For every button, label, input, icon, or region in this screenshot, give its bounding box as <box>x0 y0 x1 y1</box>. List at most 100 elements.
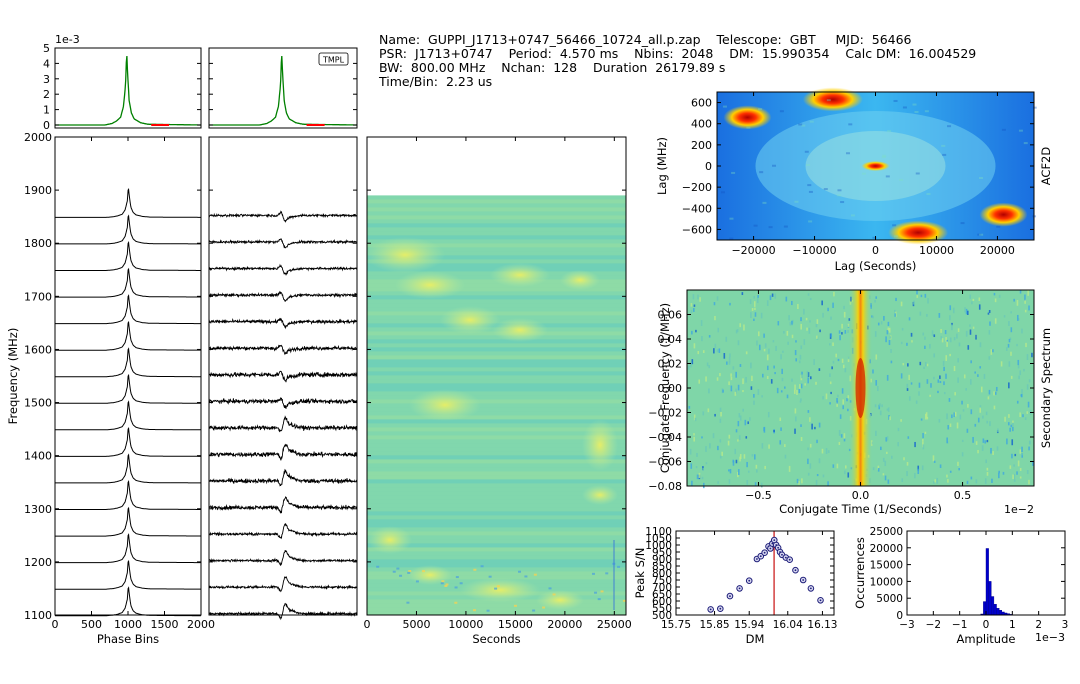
secspec-texture <box>1009 427 1011 432</box>
x-tick-label: 10000 <box>448 618 483 631</box>
secspec-texture <box>753 318 755 321</box>
secspec-texture <box>751 375 753 382</box>
secspec-texture <box>1027 290 1029 296</box>
secspec-texture <box>943 366 945 372</box>
secspec-texture <box>705 462 708 465</box>
secspec-texture <box>709 443 711 449</box>
secspec-texture <box>801 478 803 484</box>
secspec-texture <box>1024 299 1026 304</box>
channel-profile <box>55 347 201 378</box>
dynspec-row <box>367 559 626 564</box>
secspec-texture <box>877 386 879 392</box>
acf-texture <box>729 237 734 240</box>
dynspec-row <box>367 467 626 472</box>
hist-bar <box>988 581 992 616</box>
secspec-texture <box>772 340 775 343</box>
acf-peak <box>888 220 949 245</box>
secspec-texture <box>897 442 899 447</box>
dynspec-row <box>367 379 626 384</box>
secspec-texture <box>954 392 956 396</box>
speck <box>488 575 492 578</box>
secspec-texture <box>908 317 911 321</box>
secspec-texture <box>1007 422 1010 426</box>
x-axis-label: DM <box>746 632 765 646</box>
channel-profile <box>55 586 201 617</box>
dynspec-row <box>367 387 626 392</box>
secspec-texture <box>791 300 793 306</box>
secspec-texture <box>875 380 878 386</box>
secspec-texture <box>830 333 833 338</box>
speck <box>444 584 448 587</box>
secspec-texture <box>972 298 975 301</box>
secspec-texture <box>977 417 980 423</box>
secspec-texture <box>951 324 953 331</box>
secspec-texture <box>939 375 941 379</box>
template-profile-panel: TMPL <box>209 47 357 126</box>
secspec-texture <box>847 395 850 399</box>
secspec-texture <box>832 464 835 468</box>
secspec-texture <box>901 478 904 483</box>
secspec-texture <box>969 324 971 327</box>
secspec-texture <box>738 435 741 440</box>
dynspec-row <box>367 287 626 292</box>
secspec-texture <box>885 437 888 442</box>
secspec-texture <box>734 448 737 455</box>
x-axis-label: Phase Bins <box>97 632 159 646</box>
telescope-label: Telescope: <box>716 32 782 47</box>
scintle <box>408 565 452 585</box>
secspec-texture <box>847 408 849 412</box>
secspec-texture <box>846 398 848 402</box>
secspec-texture <box>751 454 754 457</box>
secspec-texture <box>957 328 960 333</box>
x-scale-label: 1e−2 <box>1004 503 1034 516</box>
secspec-frame <box>686 289 1035 487</box>
acf-texture <box>768 226 773 229</box>
acf-texture <box>1032 106 1037 109</box>
dynspec-row <box>367 403 626 408</box>
dm-point-center <box>729 595 731 597</box>
secspec-texture <box>1009 337 1012 340</box>
secspec-texture <box>764 343 767 348</box>
secspec-texture <box>825 448 828 454</box>
secspec-texture <box>880 446 882 451</box>
secspec-texture <box>766 300 769 306</box>
dynspec-row <box>367 527 626 532</box>
secspec-texture <box>970 360 972 364</box>
secspec-texture <box>877 322 880 326</box>
secspec-texture <box>982 415 984 419</box>
secspec-texture <box>958 342 961 347</box>
acf-texture <box>899 178 904 181</box>
y-tick-label: 550 <box>652 603 672 615</box>
secspec-texture <box>917 468 920 474</box>
secspec-texture <box>872 315 874 319</box>
y-axis-label: Lag (MHz) <box>655 137 669 195</box>
channel-residual <box>208 317 358 330</box>
secspec-texture <box>1031 461 1034 466</box>
secspec-texture <box>829 402 831 405</box>
secspec-texture <box>726 361 728 365</box>
secspec-texture <box>971 301 973 305</box>
secspec-texture <box>843 433 846 439</box>
secspec-texture <box>777 321 780 326</box>
secspec-texture <box>690 309 693 314</box>
secspec-texture <box>799 384 801 390</box>
secspec-texture <box>728 361 731 365</box>
secspec-texture <box>1009 465 1012 469</box>
secspec-texture <box>697 294 699 300</box>
scintle <box>395 271 465 299</box>
secspec-texture <box>766 354 769 361</box>
secspec-texture <box>833 291 835 297</box>
secspec-texture <box>799 400 802 403</box>
secspec-texture <box>920 418 923 421</box>
y-tick-label: 800 <box>652 568 672 580</box>
secspec-texture <box>997 428 999 433</box>
secspec-texture <box>729 353 731 358</box>
channel-residual <box>208 397 358 409</box>
secspec-texture <box>953 337 956 341</box>
secspec-texture <box>933 353 936 358</box>
secspec-texture <box>890 360 893 364</box>
secspec-texture <box>832 302 834 308</box>
secspec-texture <box>751 308 754 312</box>
dm-point-center <box>781 553 783 556</box>
